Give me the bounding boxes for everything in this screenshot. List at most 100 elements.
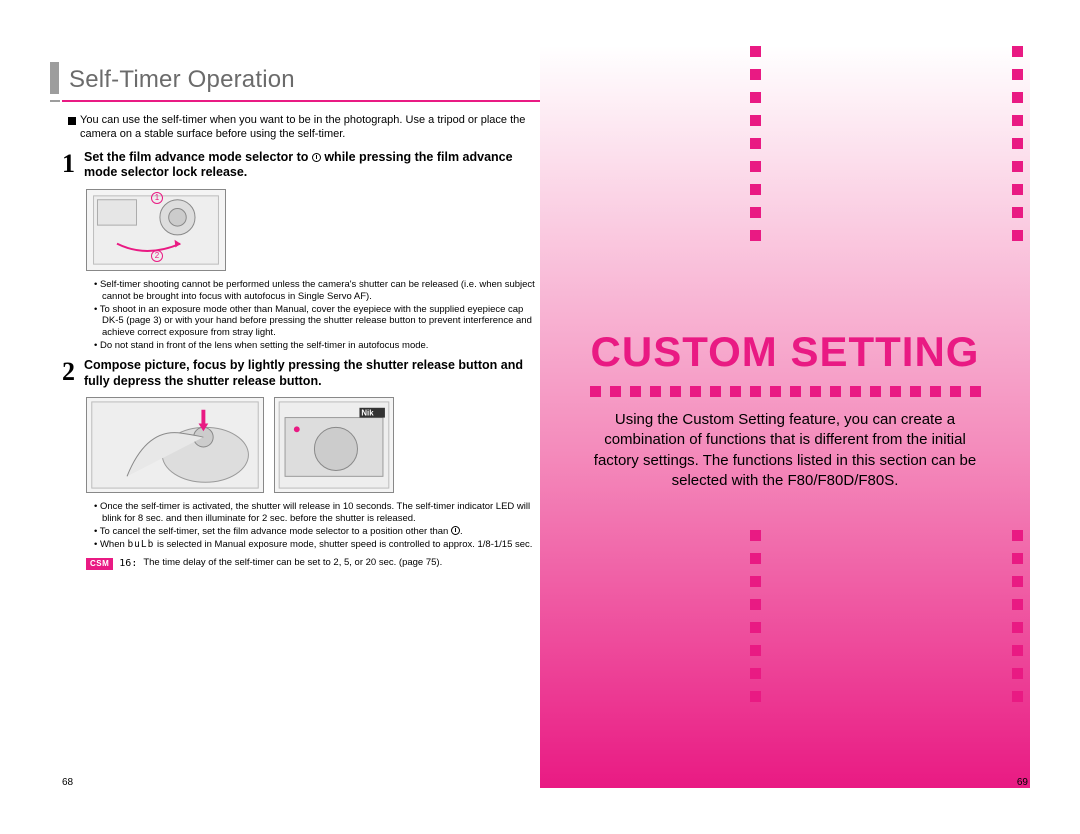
decor-square [750, 46, 761, 57]
decor-square [830, 386, 841, 397]
decor-square [750, 576, 761, 587]
decor-square [1012, 69, 1023, 80]
decor-square [750, 230, 761, 241]
step-heading: Set the film advance mode selector to wh… [84, 150, 540, 181]
csm-code: 16: [119, 557, 137, 570]
page-left: Self-Timer Operation You can use the sel… [50, 46, 540, 788]
page-title: Self-Timer Operation [69, 66, 295, 94]
callout-1-icon: 1 [151, 192, 163, 204]
title-row: Self-Timer Operation [50, 62, 540, 94]
decor-squares-top-right [1012, 46, 1026, 241]
decor-square [1012, 553, 1023, 564]
figure-camera-dial: 1 2 [86, 189, 226, 271]
figure-row-2: Nik [86, 397, 540, 493]
decor-square [1012, 668, 1023, 679]
decor-square [750, 92, 761, 103]
page-spread: Self-Timer Operation You can use the sel… [0, 0, 1080, 834]
page-number-left: 68 [62, 777, 73, 788]
decor-square [1012, 138, 1023, 149]
decor-square [610, 386, 621, 397]
decor-square [670, 386, 681, 397]
decor-square [1012, 92, 1023, 103]
bullet-text: Self-timer shooting cannot be performed … [94, 279, 540, 303]
decor-square [1012, 622, 1023, 633]
decor-square [750, 668, 761, 679]
page-number-right: 69 [1017, 777, 1028, 788]
decor-square [750, 553, 761, 564]
decor-square [770, 386, 781, 397]
decor-square [750, 599, 761, 610]
decor-square [630, 386, 641, 397]
decor-square [750, 386, 761, 397]
decor-square [750, 184, 761, 195]
decor-square [750, 207, 761, 218]
decor-square [810, 386, 821, 397]
step-2: 2 Compose picture, focus by lightly pres… [62, 358, 540, 389]
decor-square [1012, 576, 1023, 587]
decor-squares-bottom-right [1012, 530, 1026, 702]
decor-square [1012, 161, 1023, 172]
csm-note: CSM 16: The time delay of the self-timer… [86, 557, 540, 570]
figure-camera-front: Nik [274, 397, 394, 493]
decor-square [750, 161, 761, 172]
callout-2-icon: 2 [151, 250, 163, 262]
self-timer-icon [451, 526, 460, 535]
decor-square [950, 386, 961, 397]
bullet-text: When buLb is selected in Manual exposure… [94, 539, 540, 551]
decor-square [790, 386, 801, 397]
decor-square [1012, 645, 1023, 656]
right-content: CUSTOM SETTING Using the Custom Setting … [540, 46, 1030, 788]
csm-text: The time delay of the self-timer can be … [143, 557, 442, 569]
decor-square [910, 386, 921, 397]
decor-square [750, 691, 761, 702]
figure-shutter-press [86, 397, 264, 493]
decor-square [590, 386, 601, 397]
figure-row-1: 1 2 [86, 189, 540, 271]
bullet-text: To cancel the self-timer, set the film a… [94, 526, 540, 538]
decor-square [690, 386, 701, 397]
decor-square [1012, 207, 1023, 218]
decor-square [710, 386, 721, 397]
decor-square [750, 138, 761, 149]
decor-square [1012, 46, 1023, 57]
bullet-text: Do not stand in front of the lens when s… [94, 340, 540, 352]
decor-square [1012, 530, 1023, 541]
step-1: 1 Set the film advance mode selector to … [62, 150, 540, 181]
title-accent-bar [50, 62, 59, 94]
page-right: CUSTOM SETTING Using the Custom Setting … [540, 46, 1030, 788]
decor-square [1012, 691, 1023, 702]
svg-text:Nik: Nik [361, 409, 374, 418]
bulb-icon: buLb [127, 539, 154, 550]
decor-square [750, 69, 761, 80]
decor-square [930, 386, 941, 397]
intro-block: You can use the self-timer when you want… [68, 114, 540, 142]
section-body: Using the Custom Setting feature, you ca… [540, 410, 1030, 491]
decor-square [750, 622, 761, 633]
decor-square [1012, 230, 1023, 241]
section-title: CUSTOM SETTING [540, 328, 1030, 376]
decor-square [890, 386, 901, 397]
step-number: 2 [62, 359, 84, 389]
step-number: 1 [62, 151, 84, 181]
decor-square [870, 386, 881, 397]
bullet-text: To shoot in an exposure mode other than … [94, 304, 540, 340]
intro-text: You can use the self-timer when you want… [80, 114, 540, 142]
step2-bullets: Once the self-timer is activated, the sh… [94, 501, 540, 551]
decor-square [850, 386, 861, 397]
square-bullet-icon [68, 117, 76, 125]
decor-square [1012, 599, 1023, 610]
bullet-text: Once the self-timer is activated, the sh… [94, 501, 540, 525]
self-timer-icon [312, 153, 321, 162]
decor-squares-top-left [750, 46, 764, 241]
decor-square [750, 530, 761, 541]
title-rule [50, 100, 540, 102]
decor-squares-row [540, 386, 1030, 397]
decor-square [1012, 184, 1023, 195]
decor-square [970, 386, 981, 397]
decor-square [650, 386, 661, 397]
decor-square [750, 115, 761, 126]
decor-squares-bottom-left [750, 530, 764, 702]
step-heading: Compose picture, focus by lightly pressi… [84, 358, 540, 389]
step1-bullets: Self-timer shooting cannot be performed … [94, 279, 540, 352]
decor-square [730, 386, 741, 397]
